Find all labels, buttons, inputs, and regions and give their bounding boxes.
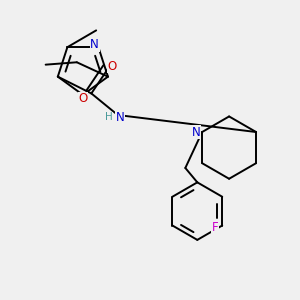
Text: N: N [90,38,99,51]
Text: N: N [192,125,201,139]
Text: F: F [212,221,218,234]
Text: H: H [105,112,113,122]
Text: N: N [116,111,124,124]
Text: O: O [78,92,88,105]
Text: O: O [107,60,117,73]
